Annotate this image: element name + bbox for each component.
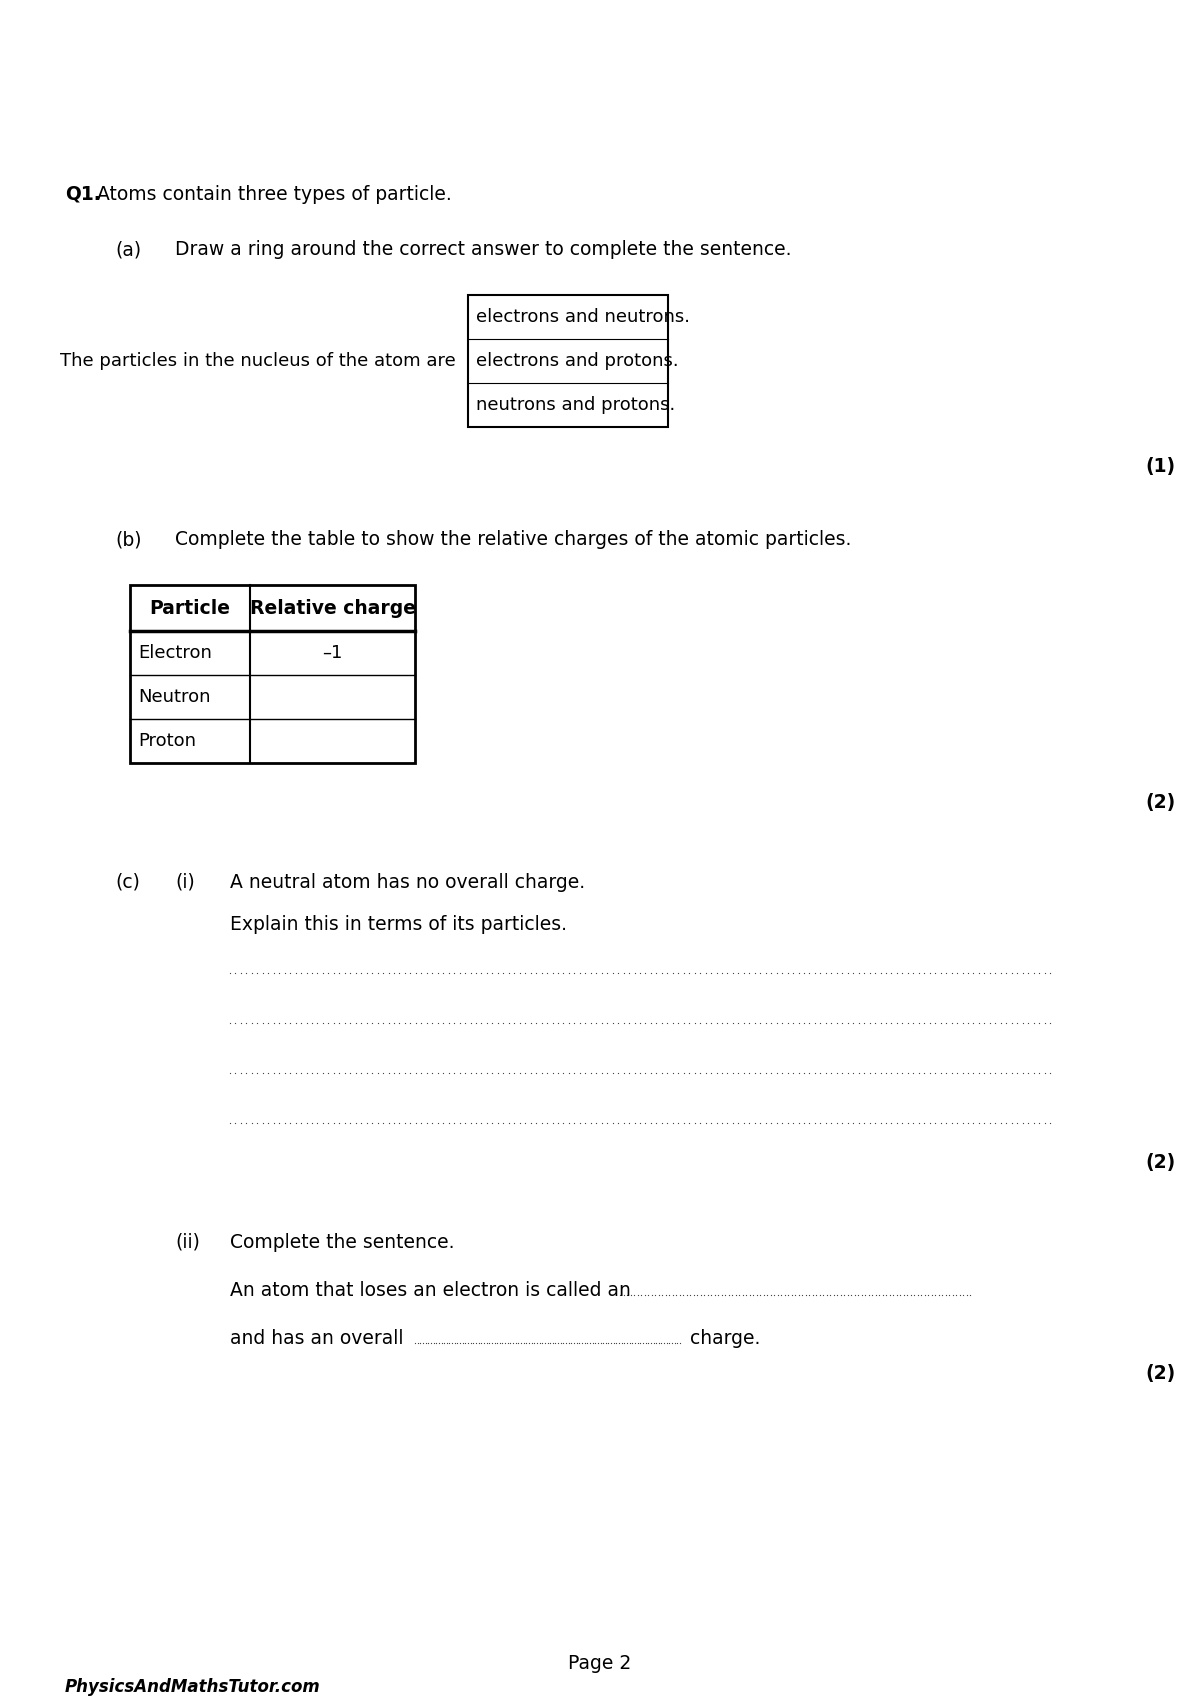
Text: Q1.: Q1. <box>65 185 101 204</box>
Text: (i): (i) <box>175 873 194 892</box>
Text: charge.: charge. <box>690 1330 761 1348</box>
Bar <box>130 585 415 763</box>
Text: Page 2: Page 2 <box>569 1654 631 1672</box>
Text: Proton: Proton <box>138 733 196 750</box>
Text: The particles in the nucleus of the atom are: The particles in the nucleus of the atom… <box>60 353 456 370</box>
Text: An atom that loses an electron is called an: An atom that loses an electron is called… <box>230 1280 631 1301</box>
Text: (2): (2) <box>1145 794 1175 812</box>
Text: (a): (a) <box>115 241 142 259</box>
Text: neutrons and protons.: neutrons and protons. <box>476 395 676 414</box>
Text: (2): (2) <box>1145 1153 1175 1172</box>
Text: electrons and protons.: electrons and protons. <box>476 353 679 370</box>
Text: Complete the table to show the relative charges of the atomic particles.: Complete the table to show the relative … <box>175 529 851 550</box>
Text: Particle: Particle <box>150 599 230 617</box>
Text: Draw a ring around the correct answer to complete the sentence.: Draw a ring around the correct answer to… <box>175 241 792 259</box>
Text: Electron: Electron <box>138 644 212 661</box>
Text: Complete the sentence.: Complete the sentence. <box>230 1233 455 1252</box>
Text: Neutron: Neutron <box>138 689 210 706</box>
Text: electrons and neutrons.: electrons and neutrons. <box>476 309 690 326</box>
Text: (b): (b) <box>115 529 142 550</box>
Text: Explain this in terms of its particles.: Explain this in terms of its particles. <box>230 916 568 934</box>
Text: A neutral atom has no overall charge.: A neutral atom has no overall charge. <box>230 873 586 892</box>
Text: (c): (c) <box>115 873 140 892</box>
Text: Atoms contain three types of particle.: Atoms contain three types of particle. <box>97 185 451 204</box>
Text: PhysicsAndMathsTutor.com: PhysicsAndMathsTutor.com <box>65 1677 320 1696</box>
Text: Relative charge: Relative charge <box>250 599 415 617</box>
Text: (2): (2) <box>1145 1364 1175 1382</box>
Bar <box>468 295 668 427</box>
Text: (ii): (ii) <box>175 1233 200 1252</box>
Text: (1): (1) <box>1145 456 1175 477</box>
Text: and has an overall: and has an overall <box>230 1330 403 1348</box>
Text: –1: –1 <box>323 644 343 661</box>
